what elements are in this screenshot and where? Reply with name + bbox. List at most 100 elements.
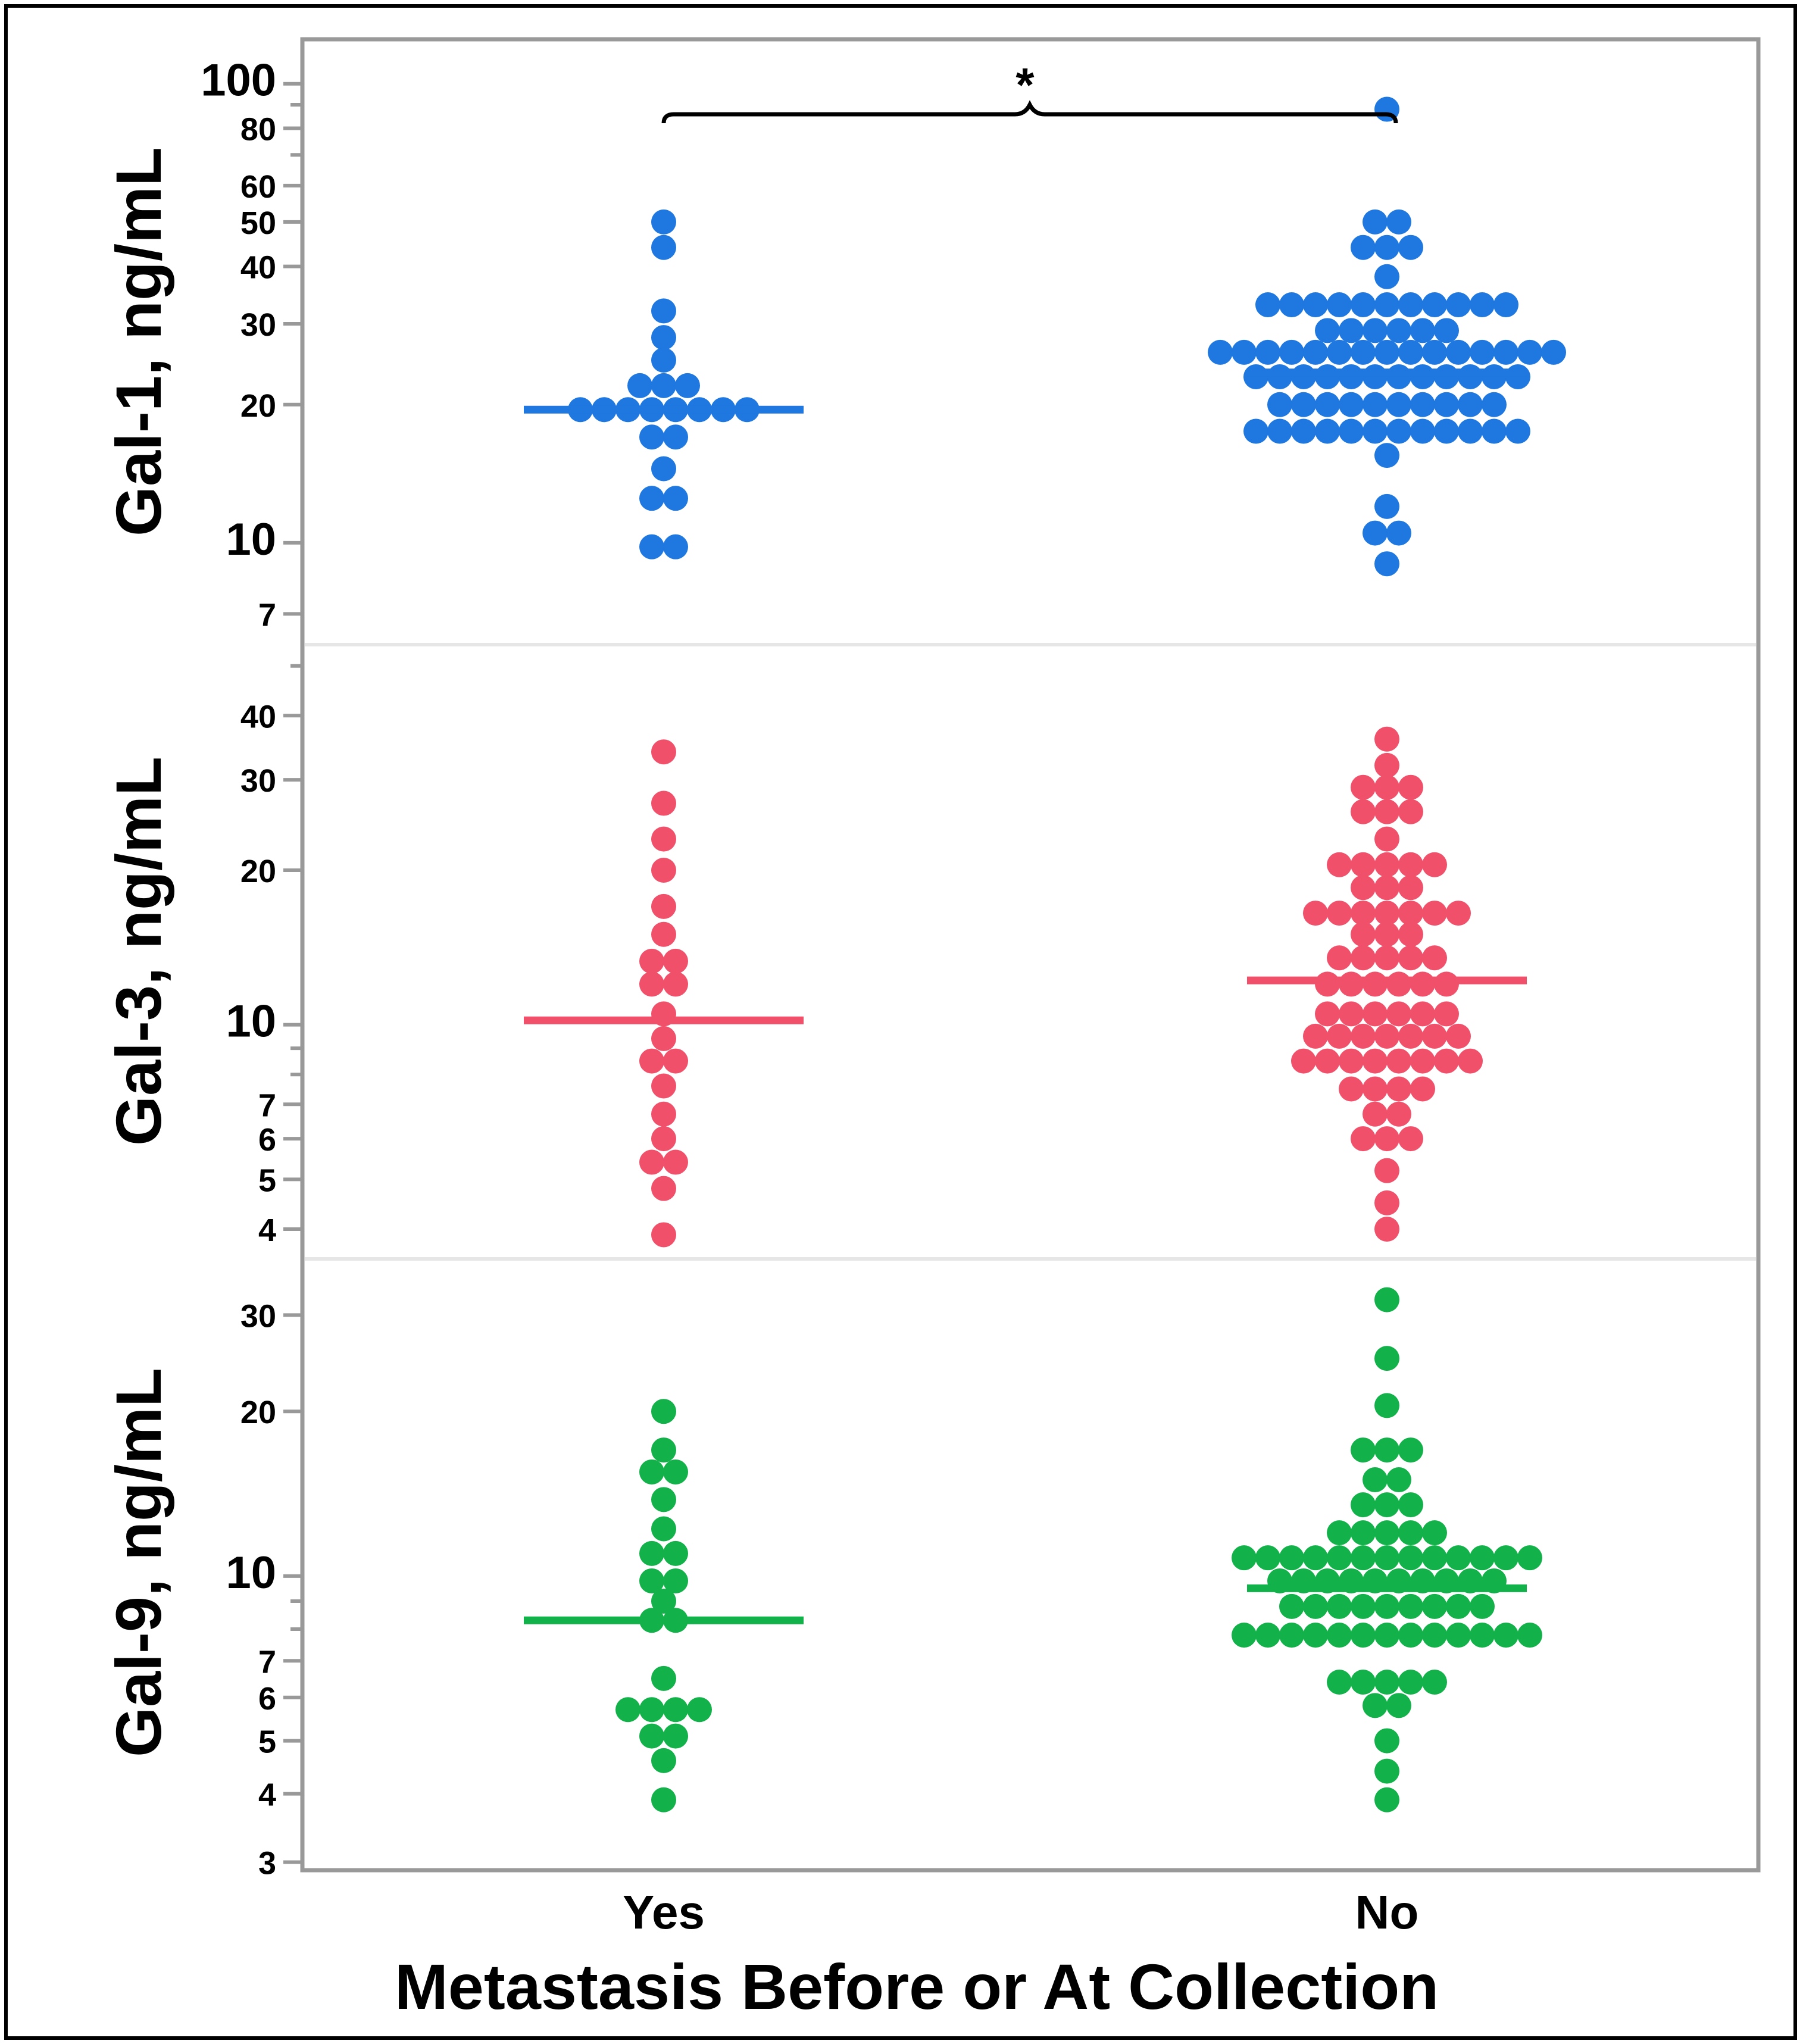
panel-2-dot-no (1374, 1126, 1399, 1152)
panel-2-dot-yes (651, 921, 676, 947)
panel-2-dot-no (1374, 1190, 1399, 1215)
panel-1-dot-no (1363, 318, 1388, 343)
panel-1-dot-no (1398, 235, 1423, 260)
panel-1-dot-no (1374, 264, 1399, 289)
panel-2-dot-no (1374, 852, 1399, 877)
panel-3-dot-no (1374, 1758, 1399, 1784)
panel-3-dot-no (1398, 1437, 1423, 1463)
panel-2-dot-no (1434, 1001, 1459, 1027)
panel-1-dot-no (1482, 392, 1507, 417)
panel-1-dot-no (1363, 364, 1388, 389)
panel-1-dot-no (1482, 418, 1507, 444)
panel-1-dot-no (1386, 520, 1411, 546)
figure-border (4, 4, 1797, 2040)
panel-3-dot-no (1374, 1492, 1399, 1518)
panel-1-dot-no (1386, 318, 1411, 343)
panel-3-dot-no (1279, 1623, 1304, 1648)
panel-1-y-tick-label: 20 (240, 388, 276, 424)
panel-3-dot-no (1446, 1623, 1471, 1648)
panel-1-dot-no (1470, 339, 1495, 365)
panel-2-dot-yes (663, 948, 688, 974)
panel-1-dot-no (1505, 364, 1530, 389)
panel-2-dot-no (1327, 945, 1352, 971)
panel-3-dot-no (1232, 1623, 1257, 1648)
panel-1-dot-no (1291, 364, 1316, 389)
panel-1-dot-no (1351, 292, 1376, 318)
panel-1-dot-no (1410, 418, 1435, 444)
panel-1-dot-no (1303, 292, 1328, 318)
panel-1-y-tick-label: 30 (240, 307, 276, 343)
panel-2-y-tick-label: 30 (240, 763, 276, 799)
panel-2-dot-no (1374, 875, 1399, 901)
panel-1-dot-no (1470, 292, 1495, 318)
panel-1-dot-no (1398, 339, 1423, 365)
panel-2-dot-no (1398, 921, 1423, 947)
panel-2-dot-yes (651, 1222, 676, 1248)
panel-2-dot-no (1351, 921, 1376, 947)
panel-2-dot-yes (663, 1149, 688, 1175)
x-tick-label-yes: Yes (623, 1886, 705, 1939)
panel-1-dot-no (1458, 392, 1483, 417)
panel-2-dot-no (1351, 799, 1376, 824)
panel-2-dot-no (1398, 799, 1423, 824)
panel-3-dot-yes (651, 1487, 676, 1512)
panel-1-y-tick-label: 7 (258, 597, 276, 633)
panel-3-dot-no (1374, 1787, 1399, 1812)
panel-2-dot-no (1422, 901, 1447, 926)
panel-2-dot-yes (651, 826, 676, 852)
panel-2-dot-no (1374, 945, 1399, 971)
panel-2-y-tick-label: 40 (240, 699, 276, 735)
panel-3-dot-no (1470, 1545, 1495, 1571)
panel-3-dot-no (1374, 1520, 1399, 1546)
panel-3-dot-yes (639, 1697, 664, 1723)
panel-3-dot-yes (615, 1697, 640, 1723)
panel-3-dot-yes (639, 1540, 664, 1566)
panel-3-dot-no (1422, 1670, 1447, 1695)
panel-2-dot-no (1339, 1048, 1364, 1074)
panel-2-dot-no (1363, 1048, 1388, 1074)
panel-1-dot-no (1410, 364, 1435, 389)
panel-1-y-tick-label: 40 (240, 250, 276, 286)
panel-2-dot-no (1398, 1023, 1423, 1049)
panel-3-dot-no (1255, 1545, 1280, 1571)
panel-3-dot-no (1351, 1670, 1376, 1695)
panel-1-dot-no (1339, 364, 1364, 389)
panel-2-dot-no (1374, 774, 1399, 800)
panel-3-dot-no (1398, 1520, 1423, 1546)
panel-2-dot-no (1422, 945, 1447, 971)
panel-1-dot-no (1291, 392, 1316, 417)
panel-1-dot-no (1458, 418, 1483, 444)
panel-2-y-tick-label: 7 (258, 1087, 276, 1123)
panel-1-dot-no (1374, 443, 1399, 468)
panel-1-y-axis-title: Gal-1, ng/mL (102, 147, 174, 536)
panel-1-dot-no (1410, 318, 1435, 343)
panel-3-dot-no (1374, 1728, 1399, 1754)
panel-3-dot-no (1232, 1545, 1257, 1571)
panel-2-dot-no (1386, 1076, 1411, 1102)
panel-3-dot-no (1446, 1545, 1471, 1571)
panel-1-dot-no (1315, 392, 1340, 417)
panel-3-y-tick-label: 3 (258, 1845, 276, 1881)
panel-3-y-tick-label: 7 (258, 1644, 276, 1680)
panel-1-dot-yes (639, 424, 664, 450)
plot-frame (300, 37, 1761, 1873)
panel-2-dot-no (1410, 1001, 1435, 1027)
panel-2-dot-no (1374, 1158, 1399, 1183)
panel-2-dot-yes (651, 1126, 676, 1152)
panel-1-dot-no (1351, 339, 1376, 365)
panel-1-dot-no (1267, 418, 1292, 444)
panel-2-dot-no (1374, 1023, 1399, 1049)
panel-3-dot-no (1351, 1623, 1376, 1648)
panel-3-dot-no (1398, 1593, 1423, 1619)
panel-1-dot-no (1434, 392, 1459, 417)
panel-1-y-tick-label: 80 (240, 111, 276, 147)
panel-3-dot-yes (651, 1665, 676, 1691)
panel-2-dot-no (1363, 1001, 1388, 1027)
panel-1-dot-no (1434, 418, 1459, 444)
panel-3-dot-no (1279, 1545, 1304, 1571)
panel-2-dot-no (1386, 1048, 1411, 1074)
panel-3-dot-no (1363, 1693, 1388, 1718)
panel-2-dot-no (1339, 1076, 1364, 1102)
panel-3-dot-yes (663, 1697, 688, 1723)
